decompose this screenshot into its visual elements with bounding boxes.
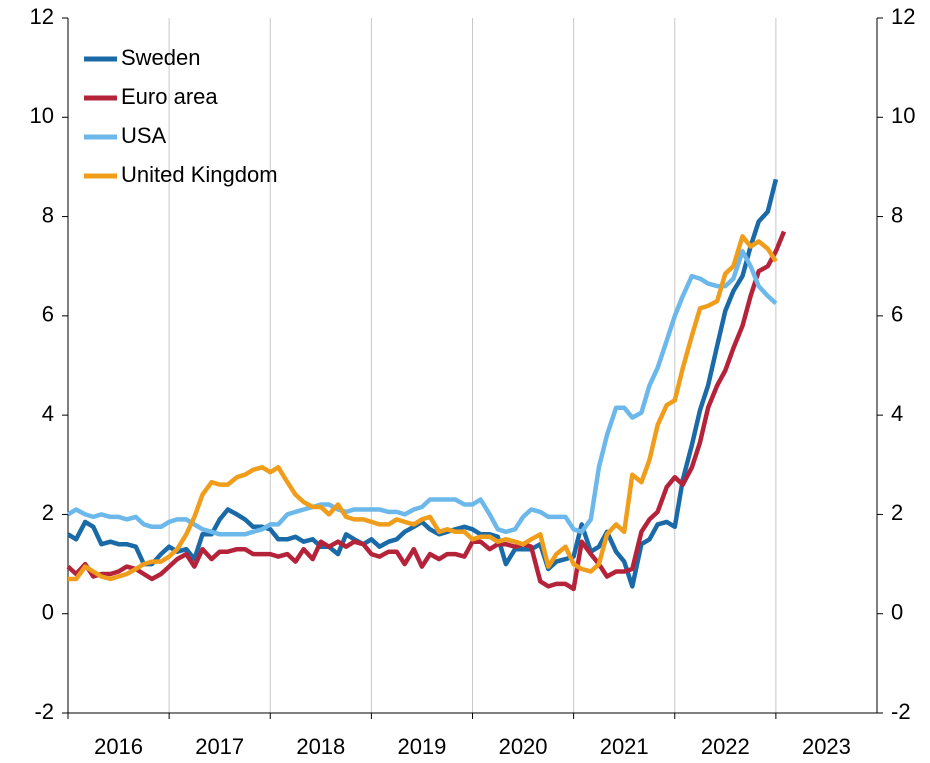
y-tick-label: 2 bbox=[42, 500, 54, 525]
y-tick-label-right: -2 bbox=[891, 699, 911, 724]
y-tick-label-right: 8 bbox=[891, 202, 903, 227]
y-tick-label: 4 bbox=[42, 401, 54, 426]
y-tick-label: 10 bbox=[30, 103, 54, 128]
series-line bbox=[66, 178, 779, 589]
legend-label: USA bbox=[121, 123, 167, 148]
y-tick-label-right: 2 bbox=[891, 500, 903, 525]
series-line bbox=[66, 249, 778, 537]
y-tick-label-right: 10 bbox=[891, 103, 915, 128]
y-tick-label-right: 4 bbox=[891, 401, 903, 426]
legend-label: Euro area bbox=[121, 84, 218, 109]
y-tick-label-right: 12 bbox=[891, 4, 915, 29]
y-tick-label: 8 bbox=[42, 202, 54, 227]
x-tick-label: 2023 bbox=[802, 734, 851, 759]
y-tick-label: 6 bbox=[42, 302, 54, 327]
x-tick-label: 2019 bbox=[397, 734, 446, 759]
y-tick-label: 12 bbox=[30, 4, 54, 29]
y-tick-label-right: 6 bbox=[891, 302, 903, 327]
legend-label: United Kingdom bbox=[121, 162, 278, 187]
legend-label: Sweden bbox=[121, 45, 201, 70]
y-tick-label-right: 0 bbox=[891, 600, 903, 625]
y-tick-label: 0 bbox=[42, 600, 54, 625]
x-tick-label: 2022 bbox=[701, 734, 750, 759]
x-tick-label: 2016 bbox=[94, 734, 143, 759]
x-tick-label: 2020 bbox=[499, 734, 548, 759]
series-line bbox=[66, 230, 787, 592]
x-tick-label: 2018 bbox=[296, 734, 345, 759]
series-line bbox=[68, 234, 778, 582]
x-tick-label: 2021 bbox=[600, 734, 649, 759]
x-tick-label: 2017 bbox=[195, 734, 244, 759]
y-tick-label: -2 bbox=[34, 699, 54, 724]
